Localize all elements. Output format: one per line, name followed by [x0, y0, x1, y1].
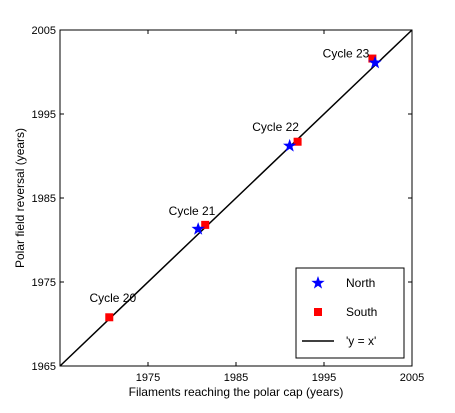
y-axis-label: Polar field reversal (years) [13, 128, 27, 268]
south-point [105, 313, 114, 322]
y-tick-label: 2005 [32, 25, 56, 37]
legend-label: 'y = x' [346, 334, 376, 348]
legend-label: South [346, 305, 377, 319]
cycle-label: Cycle 20 [89, 291, 136, 305]
cycle-label: Cycle 22 [252, 120, 299, 134]
x-tick-label: 2005 [400, 372, 424, 384]
south-point [201, 220, 210, 229]
y-tick-label: 1995 [32, 109, 56, 121]
y-tick-label: 1985 [32, 193, 56, 205]
south-point [293, 137, 302, 146]
cycle-label: Cycle 21 [169, 204, 216, 218]
legend-label: North [346, 276, 375, 290]
annotation-layer: Cycle 20 Cycle 21 Cycle 22 Cycle 23 [89, 47, 369, 305]
legend-north-icon [311, 276, 325, 289]
legend-south-icon [314, 308, 322, 316]
south-point [368, 54, 377, 63]
identity-line [59, 29, 413, 367]
north-point [191, 222, 205, 235]
north-point [283, 138, 297, 152]
line-layer [59, 29, 413, 367]
y-tick-label: 1975 [32, 277, 56, 289]
x-tick-label: 1985 [224, 372, 248, 384]
marker-layer [105, 54, 382, 322]
x-tick-label: 1995 [312, 372, 336, 384]
y-tick-label: 1965 [32, 361, 56, 373]
cycle-label: Cycle 23 [323, 47, 370, 61]
legend: North South 'y = x' [295, 267, 405, 359]
x-tick-label: 1975 [136, 372, 160, 384]
north-point [368, 55, 382, 69]
x-axis-label: Filaments reaching the polar cap (years) [129, 385, 344, 399]
axes-layer: 1975 1985 1995 2005 1965 1975 1985 1995 2005 [32, 25, 425, 384]
